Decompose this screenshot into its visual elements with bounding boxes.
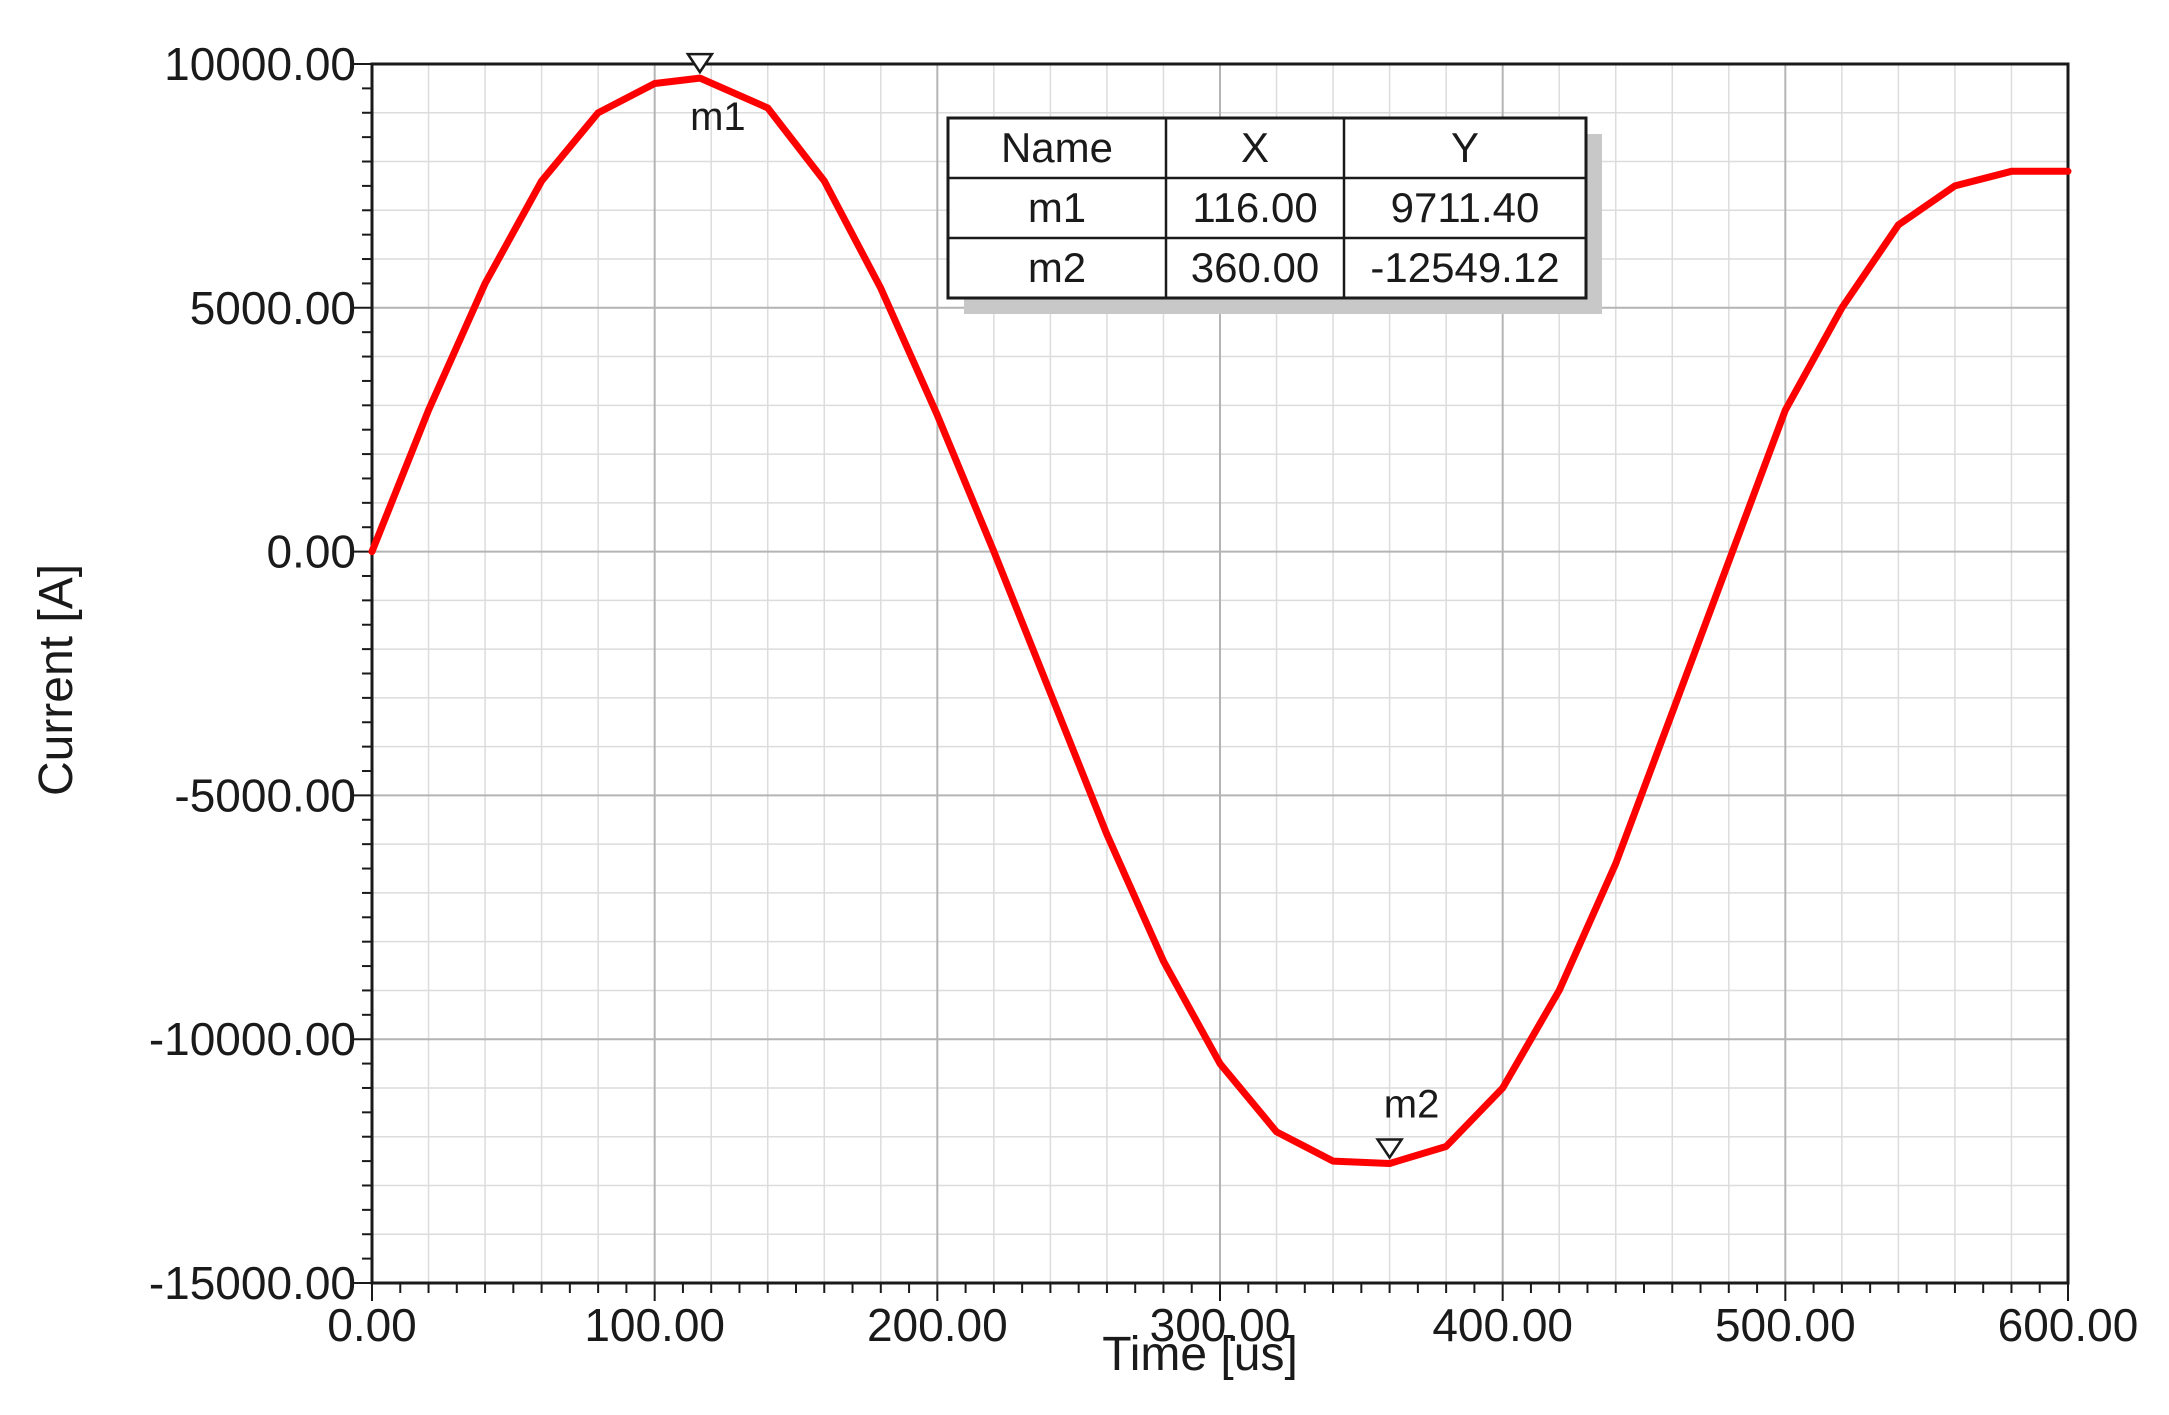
marker-triangle-m1: [685, 52, 715, 75]
y-tick-label: -15000.00: [149, 1257, 356, 1309]
marker-table-cell: m2: [1028, 244, 1086, 291]
y-tick-label: -10000.00: [149, 1013, 356, 1065]
markers-layer: m1 m2: [685, 52, 1440, 1160]
axis-ticks: [354, 63, 2069, 1301]
marker-label-m1: m1: [690, 95, 746, 139]
y-axis-title: Current [A]: [30, 564, 83, 796]
y-tick-label: 10000.00: [164, 38, 356, 90]
marker-table-header: X: [1241, 124, 1269, 171]
y-tick-label: 5000.00: [190, 282, 356, 334]
y-tick-label: 0.00: [266, 526, 356, 578]
x-axis-title: Time [us]: [1102, 1328, 1298, 1381]
marker-table-cell: m1: [1028, 184, 1086, 231]
x-tick-label: 600.00: [1998, 1299, 2139, 1351]
marker-table-header: Name: [1001, 124, 1113, 171]
marker-table-cell: 360.00: [1191, 244, 1319, 291]
x-tick-label: 0.00: [327, 1299, 417, 1351]
marker-table-cell: -12549.12: [1370, 244, 1559, 291]
marker-triangle-m2: [1375, 1138, 1404, 1160]
marker-table-header: Y: [1451, 124, 1479, 171]
x-tick-label: 400.00: [1432, 1299, 1573, 1351]
x-tick-label: 200.00: [867, 1299, 1008, 1351]
x-tick-label: 100.00: [584, 1299, 725, 1351]
x-tick-label: 500.00: [1715, 1299, 1856, 1351]
marker-table-box: [946, 116, 1588, 300]
axis-labels: 10000.00 5000.00 0.00 -5000.00 -10000.00 -150…: [149, 38, 2139, 1351]
marker-table-cell: 9711.40: [1391, 184, 1540, 231]
x-tick-label: 300.00: [1150, 1299, 1291, 1351]
series-line: [368, 74, 2072, 1167]
series-layer: [368, 74, 2072, 1167]
marker-table: Name X Ym1 116.00 9711.40 m2 360.00 -12549.12: [946, 116, 1602, 314]
marker-label-m2: m2: [1384, 1082, 1440, 1126]
marker-table-cell: 116.00: [1192, 184, 1317, 231]
y-tick-label: -5000.00: [174, 769, 356, 821]
